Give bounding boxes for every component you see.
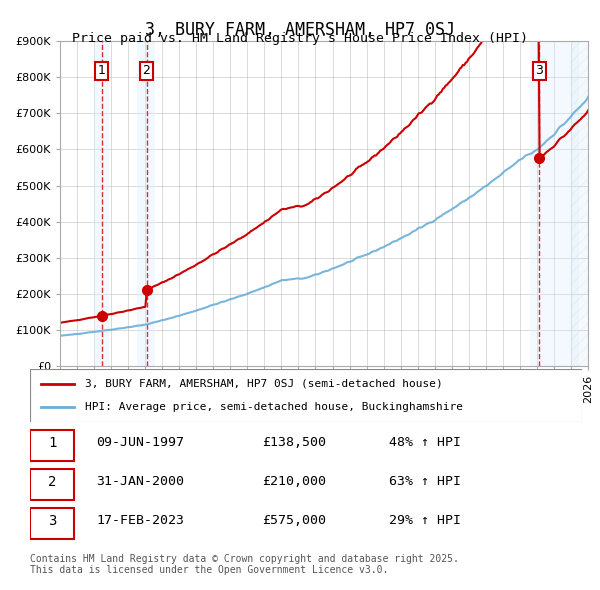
Text: 2: 2 [143,64,151,77]
Text: 1: 1 [98,64,106,77]
Bar [571,41,596,366]
Bar [530,41,580,366]
Text: 2: 2 [48,475,56,489]
Text: 3: 3 [535,64,543,77]
Bar [94,41,109,366]
FancyBboxPatch shape [30,430,74,461]
Text: HPI: Average price, semi-detached house, Buckinghamshire: HPI: Average price, semi-detached house,… [85,402,463,412]
Text: 31-JAN-2000: 31-JAN-2000 [96,476,184,489]
Text: 63% ↑ HPI: 63% ↑ HPI [389,476,461,489]
FancyBboxPatch shape [30,369,582,422]
Text: Contains HM Land Registry data © Crown copyright and database right 2025.
This d: Contains HM Land Registry data © Crown c… [30,553,459,575]
Text: £575,000: £575,000 [262,514,326,527]
Text: 3, BURY FARM, AMERSHAM, HP7 0SJ (semi-detached house): 3, BURY FARM, AMERSHAM, HP7 0SJ (semi-de… [85,379,443,389]
Text: 29% ↑ HPI: 29% ↑ HPI [389,514,461,527]
Text: 48% ↑ HPI: 48% ↑ HPI [389,437,461,450]
Text: 1: 1 [48,436,56,450]
Text: 17-FEB-2023: 17-FEB-2023 [96,514,184,527]
Text: 3: 3 [48,514,56,528]
Text: 3, BURY FARM, AMERSHAM, HP7 0SJ: 3, BURY FARM, AMERSHAM, HP7 0SJ [145,21,455,39]
Text: £210,000: £210,000 [262,476,326,489]
Text: 09-JUN-1997: 09-JUN-1997 [96,437,184,450]
Text: £138,500: £138,500 [262,437,326,450]
Bar [137,41,155,366]
Text: Price paid vs. HM Land Registry's House Price Index (HPI): Price paid vs. HM Land Registry's House … [72,32,528,45]
FancyBboxPatch shape [30,508,74,539]
FancyBboxPatch shape [30,469,74,500]
